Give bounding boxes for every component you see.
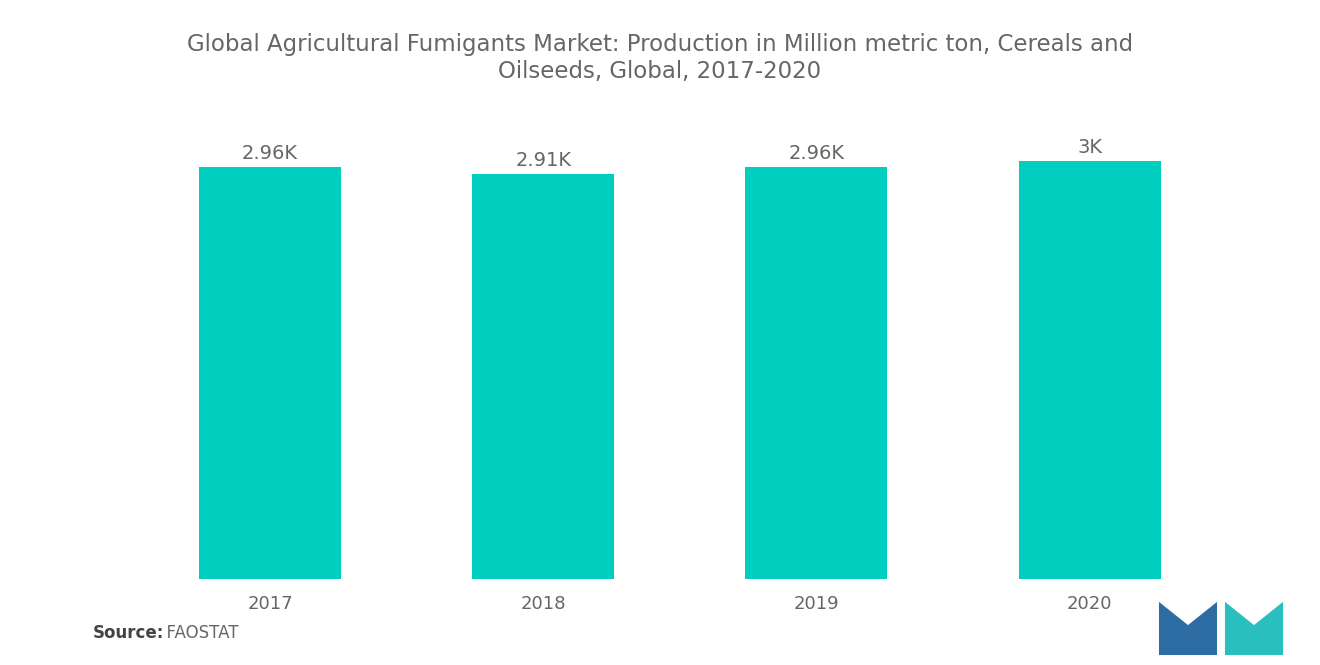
Polygon shape xyxy=(1159,602,1217,655)
Bar xyxy=(746,167,887,579)
Text: Global Agricultural Fumigants Market: Production in Million metric ton, Cereals : Global Agricultural Fumigants Market: Pr… xyxy=(187,33,1133,83)
Text: 2.91K: 2.91K xyxy=(515,151,572,170)
Text: 2.96K: 2.96K xyxy=(788,144,845,163)
Text: 3K: 3K xyxy=(1077,138,1102,157)
Bar xyxy=(199,167,341,579)
Bar xyxy=(1019,162,1160,579)
Text: FAOSTAT: FAOSTAT xyxy=(156,624,239,642)
Polygon shape xyxy=(1225,602,1283,655)
Bar xyxy=(473,174,614,579)
Text: Source:: Source: xyxy=(92,624,164,642)
Text: 2.96K: 2.96K xyxy=(242,144,298,163)
